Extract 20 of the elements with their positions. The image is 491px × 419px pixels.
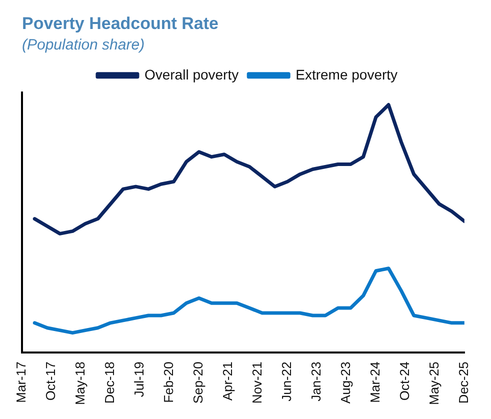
x-tick-label: May-25 bbox=[426, 362, 442, 406]
x-tick-label: Sep-20 bbox=[190, 362, 206, 404]
x-tick-label: Oct-24 bbox=[396, 362, 412, 401]
x-tick-label: Mar-24 bbox=[368, 362, 382, 403]
x-tick-label: Apr-21 bbox=[220, 362, 236, 401]
x-tick-label: Oct-17 bbox=[43, 362, 58, 401]
x-tick-label: Jun-22 bbox=[279, 362, 294, 402]
x-tick-label: Jan-23 bbox=[308, 362, 324, 402]
legend-label: Extreme poverty bbox=[296, 66, 398, 82]
x-tick-label: May-18 bbox=[72, 362, 88, 406]
legend-label: Overall poverty bbox=[144, 66, 239, 82]
x-tick-label: Mar-17 bbox=[14, 362, 29, 403]
x-tick-label: Feb-20 bbox=[161, 362, 176, 403]
chart-title: Poverty Headcount Rate bbox=[22, 14, 218, 33]
x-tick-label: Aug-23 bbox=[338, 362, 354, 404]
x-tick-label: Nov-21 bbox=[250, 362, 265, 404]
x-tick-label: Jul-19 bbox=[132, 362, 147, 398]
x-tick-label: Dec-25 bbox=[456, 362, 471, 404]
chart-subtitle: (Population share) bbox=[22, 36, 145, 54]
x-tick-label: Dec-18 bbox=[102, 362, 118, 404]
